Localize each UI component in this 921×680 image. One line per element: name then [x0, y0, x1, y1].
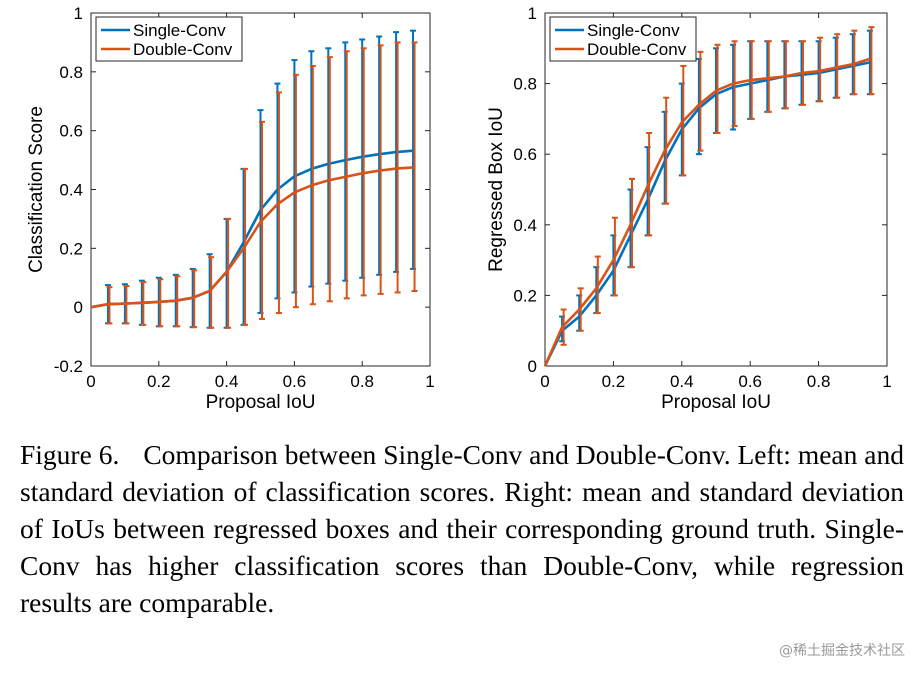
- plot-frame: [544, 12, 888, 367]
- legend-label: Single-Conv: [133, 21, 226, 40]
- error-bar: [868, 26, 875, 96]
- series-line: [543, 61, 871, 367]
- y-tick-label: 0.2: [59, 239, 83, 258]
- y-axis-label: Classification Score: [26, 106, 47, 273]
- y-tick-label: 0: [528, 357, 537, 376]
- chart-classification-score: 0 0.2 0.4 0.6 0.8 1-0.200.20.40.60.81Proposal…: [26, 4, 435, 413]
- x-axis-label: Proposal IoU: [206, 392, 316, 413]
- x-tick-label: 0: [540, 372, 549, 391]
- series-line: [90, 166, 414, 309]
- y-tick-label: 0.8: [59, 63, 83, 82]
- caption-label: Figure 6.: [20, 439, 120, 470]
- x-tick-label: 0.6: [283, 372, 307, 391]
- series-double-conv: [90, 41, 418, 329]
- x-tick-label: 0.4: [215, 372, 239, 391]
- watermark: @稀土掘金技术社区: [779, 643, 905, 659]
- series-line: [543, 57, 871, 367]
- error-bar: [225, 217, 232, 329]
- error-bar: [834, 33, 841, 99]
- series-single-conv: [543, 29, 873, 367]
- x-tick-label: 0.6: [738, 372, 762, 391]
- y-tick-label: 0.8: [513, 75, 537, 94]
- x-tick-label: 1: [882, 372, 891, 391]
- y-tick-label: 0.4: [59, 181, 83, 200]
- y-tick-label: -0.2: [54, 357, 83, 376]
- y-tick-label: 0.6: [59, 122, 83, 141]
- chart-regressed-box-iou: 0 0.2 0.4 0.6 0.8 1 0 0.2 0.4 0.6 0.8 1 Proposal IoU…: [486, 4, 892, 413]
- x-tick-label: 0.4: [670, 372, 694, 391]
- y-axis-label: Regressed Box IoU: [486, 107, 507, 272]
- error-bar: [343, 50, 350, 300]
- error-bar: [782, 40, 789, 110]
- error-bar: [411, 41, 418, 292]
- legend-box: [95, 16, 243, 62]
- error-bar: [208, 256, 215, 329]
- error-bar: [817, 36, 824, 103]
- y-tick-label: 0: [74, 298, 83, 317]
- x-tick-label: 0.8: [350, 372, 374, 391]
- series-single-conv: [90, 29, 417, 329]
- caption-text: Comparison between Single-Conv and Doubl…: [20, 439, 904, 618]
- legend-box: [549, 16, 697, 62]
- legend-label: Single-Conv: [587, 21, 680, 40]
- legend-label: Double-Conv: [133, 40, 233, 59]
- x-tick-label: 1: [425, 372, 434, 391]
- error-bar: [765, 40, 772, 113]
- x-axis-label: Proposal IoU: [661, 392, 771, 413]
- y-tick-label: 1: [528, 4, 537, 23]
- figure: 0 0.2 0.4 0.6 0.8 1-0.200.20.40.60.81Proposal…: [26, 4, 892, 413]
- x-tick-label: 0.2: [602, 372, 626, 391]
- error-bar: [191, 269, 198, 329]
- figure-caption: Figure 6. Comparison between Single-Conv …: [20, 436, 904, 621]
- series-double-conv: [543, 26, 875, 367]
- x-tick-label: 0: [86, 372, 95, 391]
- y-tick-label: 0.4: [513, 216, 537, 235]
- y-tick-label: 0.2: [513, 286, 537, 305]
- y-tick-label: 0.6: [513, 145, 537, 164]
- legend-label: Double-Conv: [587, 40, 687, 59]
- x-tick-label: 0.8: [807, 372, 831, 391]
- x-tick-label: 0.2: [147, 372, 171, 391]
- y-tick-label: 1: [74, 4, 83, 23]
- error-bar: [697, 50, 704, 152]
